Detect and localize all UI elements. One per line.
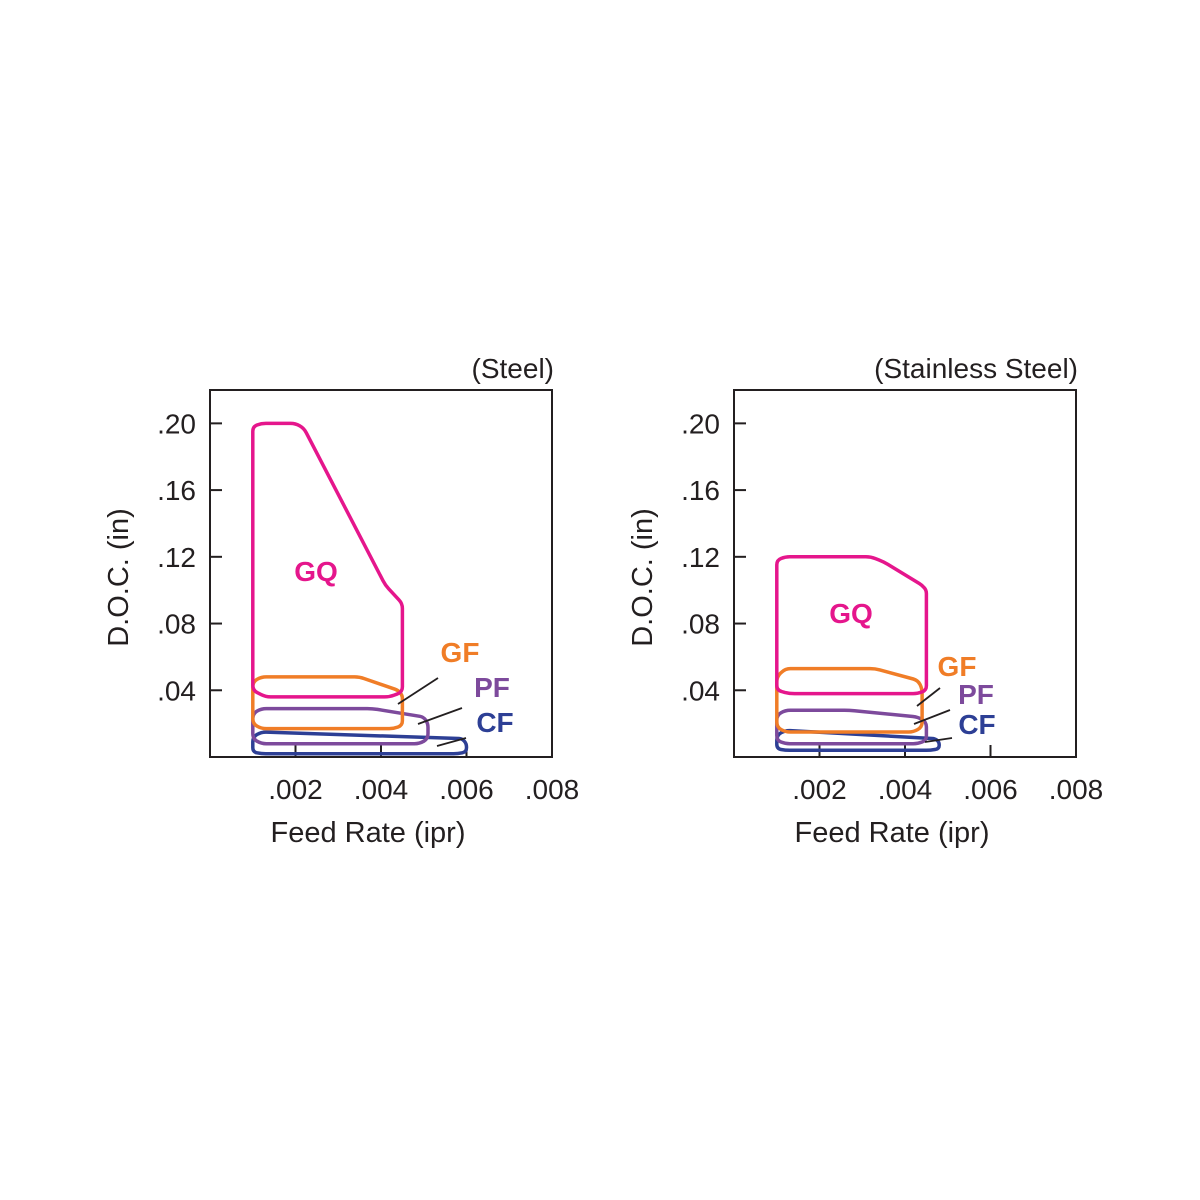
y-tick-label: .04 [157, 675, 196, 706]
chart-panel-1: (Steel) .20 .16 .12 .08 .04 .002 .004 .006 .008 Fe… [103, 353, 579, 849]
x-axis-label: Feed Rate (ipr) [270, 817, 465, 849]
x-tick-label: .006 [439, 774, 494, 805]
y-tick-label: .16 [681, 475, 720, 506]
leader-line-pf [417, 707, 463, 725]
region-label-cf: CF [476, 707, 513, 738]
x-tick-label: .004 [878, 774, 933, 805]
leader-line-gf [916, 687, 941, 707]
region-gq-outline [251, 421, 405, 699]
x-tick-label: .008 [1049, 774, 1104, 805]
y-axis-label: D.O.C. (in) [627, 508, 659, 647]
y-tick-label: .12 [157, 542, 196, 573]
chart-panels: (Steel) .20 .16 .12 .08 .04 .002 .004 .006 .008 Fe… [103, 353, 1103, 849]
x-tick-label: .004 [354, 774, 409, 805]
chart-panel-2: (Stainless Steel) .20 .16 .12 .08 .04 .002 .004… [627, 353, 1103, 849]
y-tick-label: .16 [157, 475, 196, 506]
region-label-cf: CF [958, 709, 995, 740]
region-label-gf: GF [441, 637, 480, 668]
region-label-pf: PF [958, 679, 994, 710]
y-tick-label: .08 [157, 609, 196, 640]
x-axis-label: Feed Rate (ipr) [794, 817, 989, 849]
leader-line-cf [924, 737, 953, 743]
x-tick-label: .008 [525, 774, 580, 805]
leader-line-gf [397, 677, 439, 705]
region-label-gq: GQ [294, 556, 338, 587]
region-label-gq: GQ [829, 598, 873, 629]
region-label-pf: PF [474, 672, 510, 703]
y-tick-label: .08 [681, 609, 720, 640]
y-tick-label: .20 [157, 408, 196, 439]
chart-title: (Stainless Steel) [874, 353, 1078, 384]
y-tick-label: .04 [681, 675, 720, 706]
y-tick-label: .20 [681, 408, 720, 439]
leader-line-cf [436, 737, 467, 747]
y-axis-label: D.O.C. (in) [103, 508, 135, 647]
y-tick-label: .12 [681, 542, 720, 573]
region-label-gf: GF [938, 651, 977, 682]
x-tick-label: .002 [268, 774, 323, 805]
chart-title: (Steel) [472, 353, 554, 384]
x-tick-label: .006 [963, 774, 1018, 805]
leader-line-pf [913, 709, 951, 725]
region-gq-outline [775, 555, 929, 696]
x-tick-label: .002 [792, 774, 847, 805]
